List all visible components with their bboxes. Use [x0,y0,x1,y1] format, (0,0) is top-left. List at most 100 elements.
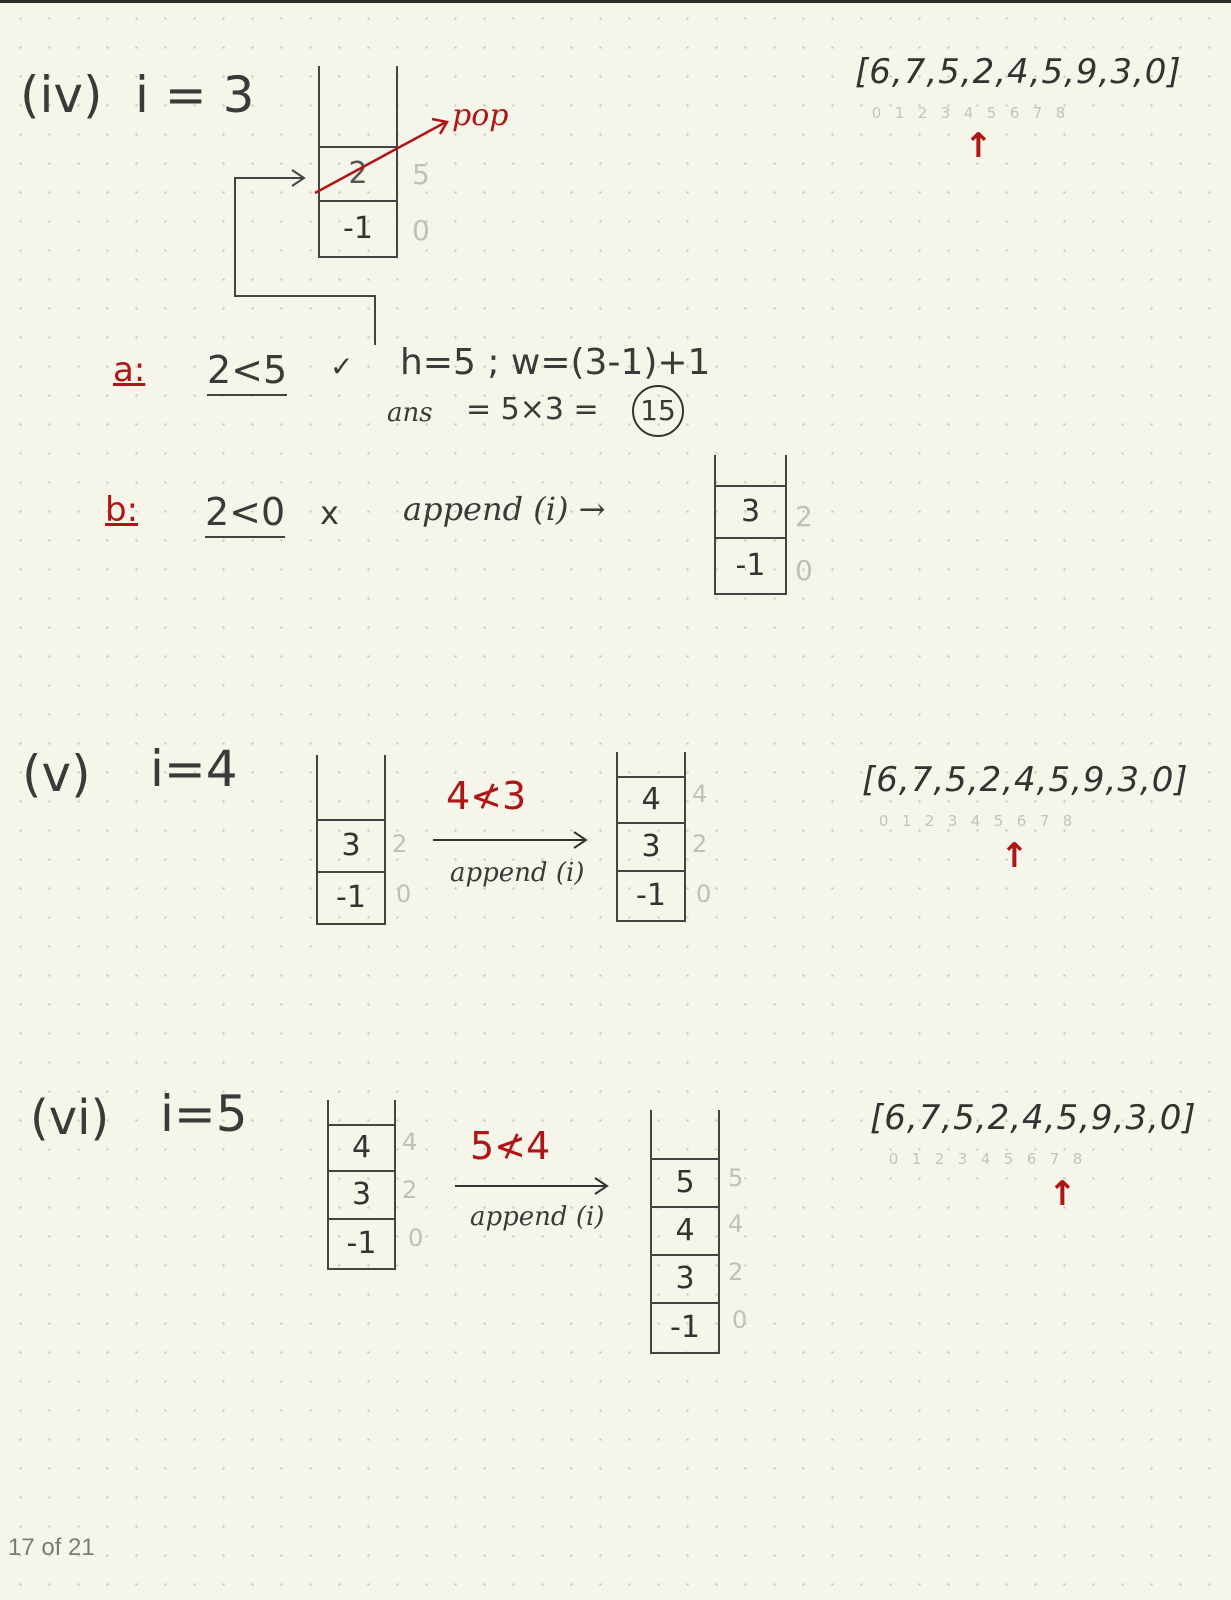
step4-stack-cell: -1 [320,200,396,256]
step6-stack-after-index: 2 [728,1258,744,1286]
array-index: 4 [963,104,974,122]
step4-stack-after-cell: -1 [716,537,785,593]
step5-comparison: 4≮3 [446,774,527,818]
array-index: 3 [940,104,951,122]
array-index: 6 [1009,104,1020,122]
array-index: 5 [993,812,1004,830]
array-index: 7 [1039,812,1050,830]
array-index: 2 [924,812,935,830]
step4-b-condition: 2<0 [205,490,286,538]
step5-append-arrow-head [573,831,588,849]
step5-stack-before-index: 2 [392,830,408,858]
step5-stack-before-cell: -1 [318,871,384,923]
step5-stack-before-index: 0 [396,880,412,908]
step6-stack-after: 5 4 3 -1 [650,1110,720,1354]
step5-stack-after-cell: -1 [618,870,684,920]
step5-stack-after-index: 4 [692,780,708,808]
array-index: 5 [986,104,997,122]
step5-i-value: i=4 [150,740,238,798]
step4-b-x: x [320,494,339,532]
array-index: 0 [888,1150,899,1168]
step4-array: [6,7,5,2,4,5,9,3,0] [855,52,1182,92]
step6-stack-before: 4 3 -1 [327,1100,396,1270]
pop-label: pop [452,98,509,133]
step4-loop-arrow-head [291,169,306,187]
step5-stack-after-index: 2 [692,830,708,858]
array-index: 5 [1003,1150,1014,1168]
step4-loop-arrow [234,177,376,345]
step6-stack-after-cell: 3 [652,1254,718,1302]
step6-stack-before-cell: 4 [329,1124,394,1170]
step5-action: append (i) [450,858,585,888]
step6-comparison: 5≮4 [470,1124,551,1168]
step4-stack-after-cell: 3 [716,485,785,537]
step5-array: [6,7,5,2,4,5,9,3,0] [862,760,1189,800]
top-border [0,0,1231,3]
step6-array: [6,7,5,2,4,5,9,3,0] [870,1098,1197,1138]
array-index: 1 [901,812,912,830]
array-index: 6 [1026,1150,1037,1168]
step4-stack: 2 -1 [318,66,398,258]
step5-stack-before-cell: 3 [318,819,384,871]
array-index: 1 [911,1150,922,1168]
step6-stack-before-index: 4 [402,1128,418,1156]
step5-label: (v) [22,745,91,803]
step4-b-label: b: [105,490,139,530]
step4-answer: 15 [632,385,684,437]
array-index: 3 [957,1150,968,1168]
step4-pop-arrow [314,120,447,195]
array-index: 7 [1049,1150,1060,1168]
step5-stack-after-cell: 3 [618,822,684,870]
step4-b-action: append (i) → [403,490,606,528]
step6-stack-after-cell: -1 [652,1302,718,1352]
step6-i-value: i=5 [160,1085,248,1143]
array-index: 6 [1016,812,1027,830]
step4-a-label: a: [113,350,146,390]
step6-stack-before-index: 2 [402,1176,418,1204]
page-indicator: 17 of 21 [8,1534,95,1561]
step4-pop-arrow-head [431,117,449,135]
array-index: 8 [1072,1150,1083,1168]
step4-ans-label: ans [387,398,433,428]
step6-stack-after-index: 5 [728,1164,744,1192]
step6-stack-before-cell: -1 [329,1218,394,1268]
step6-stack-before-index: 0 [408,1224,424,1252]
array-index: 0 [871,104,882,122]
step4-stack-after-index: 0 [795,554,813,587]
step6-label: (vi) [30,1090,110,1146]
array-index: 4 [970,812,981,830]
step6-append-arrow-head [594,1177,609,1195]
array-index: 1 [894,104,905,122]
step5-stack-after-index: 0 [696,880,712,908]
step6-stack-before-cell: 3 [329,1170,394,1218]
step6-stack-after-cell: 5 [652,1158,718,1206]
step4-stack-index: 0 [412,214,430,247]
step6-stack-after-index: 0 [732,1306,748,1334]
step4-stack-cell: 2 [320,146,396,200]
step4-pointer-arrow: ↑ [964,126,993,166]
step5-stack-after-cell: 4 [618,776,684,822]
step5-pointer-arrow: ↑ [1000,836,1029,876]
array-index: 4 [980,1150,991,1168]
step6-stack-after-cell: 4 [652,1206,718,1254]
step5-stack-after: 4 3 -1 [616,752,686,922]
array-index: 8 [1062,812,1073,830]
step5-stack-before: 3 -1 [316,755,386,925]
array-index: 8 [1055,104,1066,122]
step4-a-check: ✓ [330,350,354,383]
step6-pointer-arrow: ↑ [1048,1174,1077,1214]
step4-a-condition: 2<5 [207,348,288,396]
step6-stack-after-index: 4 [728,1210,744,1238]
step6-action: append (i) [470,1202,605,1232]
array-index: 7 [1032,104,1043,122]
array-index: 2 [917,104,928,122]
step4-label: (iv) [20,66,103,124]
array-index: 2 [934,1150,945,1168]
step4-i-value: i = 3 [135,66,255,124]
array-index: 0 [878,812,889,830]
step4-stack-index: 5 [412,158,430,191]
